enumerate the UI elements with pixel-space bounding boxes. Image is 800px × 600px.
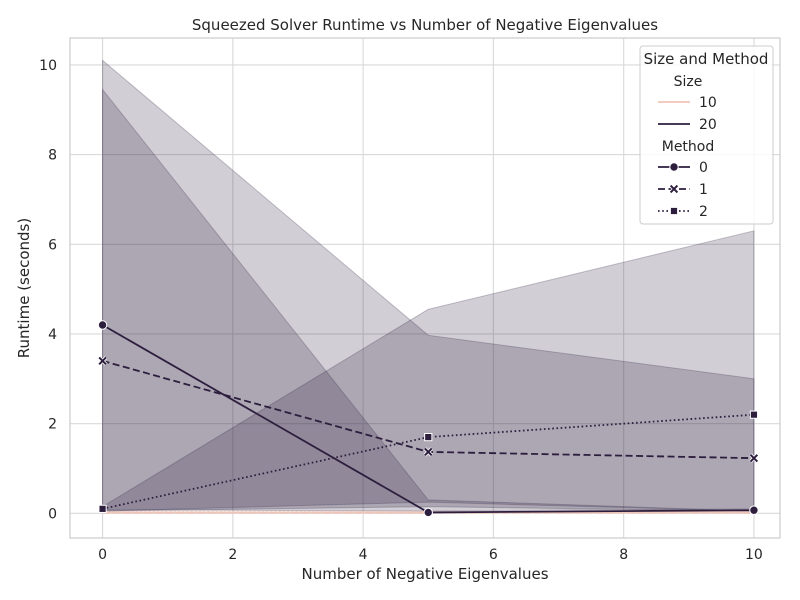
y-tick-label: 2 — [48, 417, 57, 433]
y-tick-label: 10 — [39, 58, 57, 74]
legend-box — [639, 45, 774, 225]
legend-method-label: 1 — [699, 182, 708, 198]
x-tick-label: 6 — [489, 547, 498, 563]
legend: Size and Method Size Method 10 20 0 1 2 — [639, 45, 774, 225]
x-tick-label: 4 — [359, 547, 368, 563]
legend-method-heading: Method — [662, 139, 715, 155]
x-tick-label: 8 — [619, 547, 628, 563]
y-tick-label: 8 — [48, 148, 57, 164]
legend-size-label: 10 — [699, 95, 717, 111]
y-axis-label: Runtime (seconds) — [15, 218, 33, 358]
legend-method-marker — [669, 206, 679, 216]
y-tick-label: 6 — [48, 237, 57, 253]
legend-method-marker — [669, 184, 679, 194]
legend-title: Size and Method — [644, 50, 769, 68]
legend-method-label: 0 — [699, 160, 708, 176]
chart-title: Squeezed Solver Runtime vs Number of Neg… — [192, 16, 658, 34]
data-point-size-20-method-2 — [424, 433, 433, 442]
data-point-size-20-method-2 — [98, 504, 107, 513]
series-line-size-20-method-2 — [102, 413, 755, 510]
data-point-size-20-method-1 — [749, 454, 759, 463]
legend-entries: 10 20 0 1 2 — [658, 95, 717, 220]
y-tick-label: 4 — [48, 327, 57, 343]
legend-size-heading: Size — [674, 74, 703, 90]
data-point-size-20-method-0 — [423, 507, 433, 518]
series-markers — [97, 320, 759, 518]
data-point-size-20-method-2 — [749, 410, 759, 419]
legend-size-label: 20 — [699, 117, 717, 133]
x-tick-label: 10 — [745, 547, 763, 563]
plot-frame — [69, 37, 781, 539]
data-point-size-20-method-0 — [749, 505, 759, 515]
x-tick-label: 2 — [228, 547, 237, 563]
legend-method-marker — [669, 162, 679, 172]
x-axis-label: Number of Negative Eigenvalues — [301, 565, 548, 583]
data-point-size-20-method-0 — [97, 320, 108, 330]
legend-method-label: 2 — [699, 204, 708, 220]
data-point-size-20-method-1 — [98, 356, 107, 365]
x-tick-label: 0 — [98, 547, 107, 563]
y-tick-label: 0 — [48, 506, 57, 522]
data-point-size-20-method-1 — [424, 447, 433, 457]
